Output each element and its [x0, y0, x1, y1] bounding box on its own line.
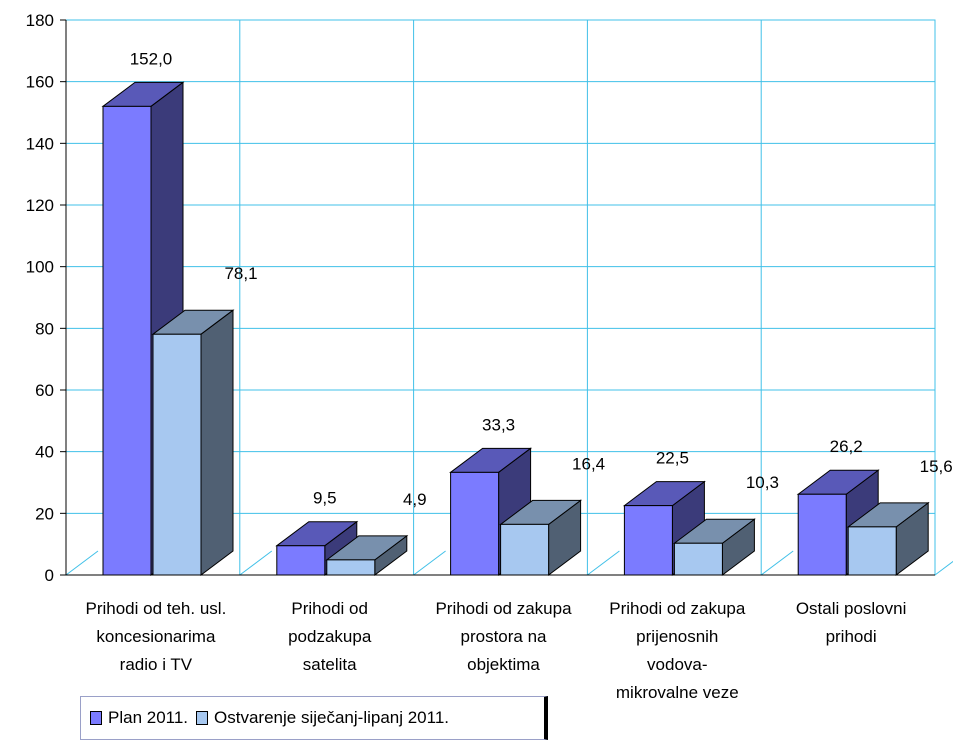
x-category-label: Prihodi od podzakupa satelita	[288, 599, 372, 674]
value-label-actual: 4,9	[403, 490, 427, 509]
bar-actual	[499, 499, 583, 576]
bar-plan-front	[276, 545, 326, 576]
x-category-label-line: Prihodi od teh. usl.	[85, 599, 226, 618]
value-label-actual: 78,1	[224, 264, 257, 283]
bar-actual	[672, 518, 756, 576]
y-axis: 0 20 40 60 80 100 120 140 160 180	[26, 11, 935, 585]
y-tick-label: 160	[26, 73, 54, 92]
x-category-label: Prihodi od zakupa prijenosnih vodova-mikro…	[609, 599, 746, 700]
bar-actual-front	[500, 523, 550, 576]
bar-plan-front	[102, 105, 152, 576]
legend-swatch-plan	[90, 711, 102, 725]
value-label-plan: 9,5	[313, 489, 337, 508]
x-category-label-line: Prihodi od zakupa	[435, 599, 572, 618]
x-category-label-line: radio i TV	[120, 655, 193, 674]
x-category-label-line: Prihodi od zakupa	[609, 599, 746, 618]
y-tick-label: 80	[35, 319, 54, 338]
bar-actual	[151, 309, 235, 576]
bar-actual-front	[152, 333, 202, 576]
legend-item-actual: Ostvarenje siječanj-lipanj 2011.	[196, 708, 449, 728]
x-category-label-line: mikrovalne veze	[616, 683, 739, 700]
y-tick-label: 140	[26, 134, 54, 153]
bar-actual-front	[326, 559, 376, 576]
legend-label-actual: Ostvarenje siječanj-lipanj 2011.	[214, 708, 450, 727]
legend: Plan 2011. Ostvarenje siječanj-lipanj 20…	[80, 696, 548, 740]
bar-plan-front	[450, 471, 500, 576]
y-tick-label: 0	[45, 566, 54, 585]
value-label-plan: 26,2	[830, 437, 863, 456]
floor-diagonal	[587, 550, 620, 576]
y-tick-label: 40	[35, 443, 54, 462]
bar-actual-front	[847, 526, 897, 576]
floor-diagonal	[239, 550, 273, 576]
value-label-plan: 33,3	[482, 415, 515, 434]
legend-swatch-actual	[196, 711, 209, 725]
x-category-label-line: satelita	[303, 655, 357, 674]
bar-plan-front	[797, 493, 847, 576]
x-category-label-line: prostora na	[461, 627, 548, 646]
value-label-plan: 22,5	[656, 449, 689, 468]
bar-actual	[846, 501, 930, 576]
y-tick-label: 20	[35, 504, 54, 523]
y-tick-label: 100	[26, 258, 54, 277]
y-tick-label: 120	[26, 196, 54, 215]
x-category-label-line: vodova-	[647, 655, 707, 674]
y-tick-label: 60	[35, 381, 54, 400]
x-category-label: Prihodi od zakupa prostora na objektima	[435, 599, 572, 674]
bar-actual	[325, 534, 409, 576]
bar-actual-front	[673, 542, 723, 576]
chart-bars	[101, 81, 930, 577]
floor-diagonal	[65, 550, 99, 576]
bar-plan-front	[623, 505, 673, 576]
x-category-label-line: prihodi	[826, 627, 877, 646]
value-label-actual: 10,3	[746, 473, 779, 492]
x-category-label-line: prijenosnih	[636, 627, 718, 646]
value-labels: 152,0 78,1 9,5 4,9 33,3 16,4 22,5 10,3 26,2 15,6	[130, 49, 953, 509]
value-label-actual: 15,6	[920, 457, 953, 476]
floor-diagonal	[760, 550, 794, 576]
legend-item-plan: Plan 2011.	[90, 708, 188, 728]
value-label-actual: 16,4	[572, 454, 605, 473]
x-category-label-line: podzakupa	[288, 627, 372, 646]
x-category-label-line: Prihodi od	[291, 599, 368, 618]
x-category-label-line: Ostali poslovni	[796, 599, 907, 618]
value-label-plan: 152,0	[130, 49, 173, 68]
x-category-label: Ostali poslovni prihodi	[796, 599, 907, 646]
x-category-label-line: objektima	[467, 655, 540, 674]
floor-diagonal	[934, 560, 953, 576]
floor-diagonal	[413, 550, 446, 576]
legend-label-plan: Plan 2011.	[108, 708, 189, 727]
x-axis-labels: Prihodi od teh. usl. koncesionarima radio …	[85, 599, 906, 700]
x-category-label-line: koncesionarima	[96, 627, 216, 646]
x-category-label: Prihodi od teh. usl. koncesionarima radio …	[85, 599, 226, 674]
y-tick-label: 180	[26, 11, 54, 30]
bar-actual-side	[200, 309, 234, 576]
bar-chart: 0 20 40 60 80 100 120 140 160 180 152,0 78,1 9,5 4,9…	[26, 11, 953, 700]
